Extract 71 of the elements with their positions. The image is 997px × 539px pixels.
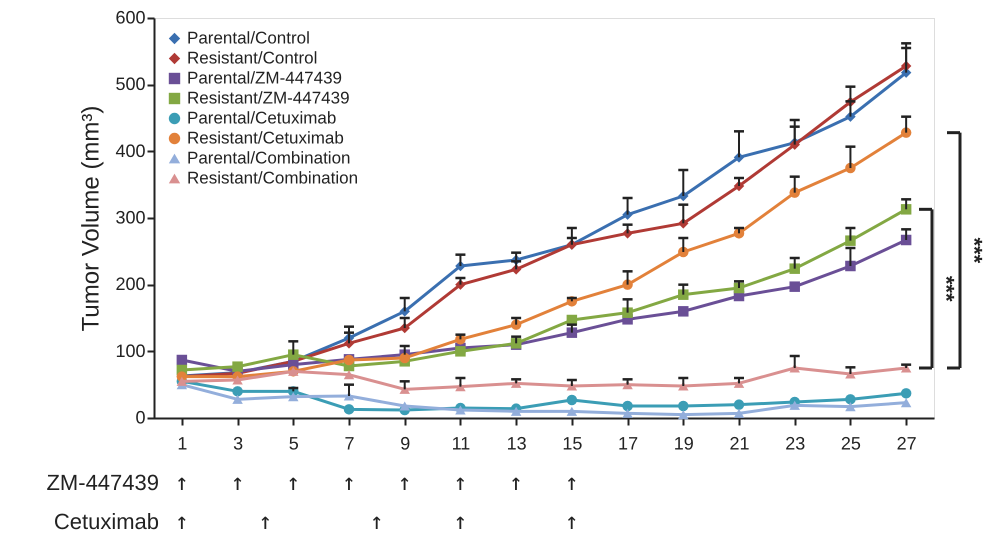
x-tick-label: 15 — [562, 434, 582, 454]
point — [176, 354, 188, 366]
x-tick-label: 21 — [729, 434, 750, 454]
x-tick-label: 23 — [785, 434, 806, 454]
point — [288, 349, 299, 360]
point — [344, 404, 354, 415]
y-tick-label: 300 — [115, 208, 146, 228]
point — [678, 400, 689, 412]
legend-label: Parental/Cetuximab — [187, 108, 336, 128]
x-tick-label: 1 — [177, 434, 188, 454]
text: ↑ ↑ ↑ ↑ ↑ — [174, 509, 579, 535]
point — [845, 402, 856, 412]
point — [678, 289, 689, 300]
legend-label: Parental/Combination — [187, 148, 350, 168]
legend-label: Parental/ZM-447439 — [187, 68, 342, 88]
point — [232, 361, 243, 372]
point — [734, 399, 744, 410]
point — [232, 375, 243, 385]
y-tick-label: 400 — [115, 140, 146, 161]
point — [455, 405, 466, 415]
point — [510, 406, 522, 416]
y-tick-label: 100 — [115, 340, 146, 361]
x-tick-label: 9 — [400, 434, 410, 454]
point — [789, 400, 800, 410]
y-tick-label: 0 — [135, 408, 146, 428]
point — [344, 370, 354, 380]
legend-label: Resistant/ZM-447439 — [187, 88, 350, 108]
point — [232, 386, 243, 397]
x-tick-label: 27 — [896, 434, 917, 454]
x-tick-label: 7 — [344, 434, 355, 454]
point — [789, 263, 800, 274]
x-tick-label: 13 — [506, 434, 527, 454]
point — [399, 352, 410, 364]
y-axis-title: Tumor Volume (mm³) — [77, 106, 104, 332]
legend-label: Parental/Control — [187, 28, 310, 48]
x-tick-label: 17 — [618, 434, 638, 454]
point — [566, 406, 578, 416]
y-tick-label: 200 — [115, 274, 146, 294]
text: ↑ ↑ ↑ ↑ ↑ ↑ ↑ ↑ — [174, 470, 579, 496]
point — [900, 388, 912, 399]
x-tick-label: 19 — [674, 434, 694, 454]
x-tick-label: 5 — [288, 434, 299, 454]
point — [566, 327, 578, 338]
y-tick-label: 500 — [115, 74, 146, 94]
point — [734, 408, 744, 418]
point — [455, 346, 466, 357]
x-tick-label: 3 — [233, 434, 244, 454]
legend-label: Resistant/Combination — [187, 168, 358, 188]
point — [232, 394, 243, 404]
point — [900, 398, 912, 408]
annotation: *** — [934, 276, 959, 302]
x-tick-label: 25 — [840, 434, 861, 454]
point — [288, 392, 299, 402]
point — [845, 235, 856, 246]
point — [566, 394, 578, 406]
legend-label: Resistant/Cetuximab — [187, 128, 344, 148]
point — [678, 410, 689, 420]
text: *** — [962, 237, 987, 264]
text: ZM-447439 — [46, 470, 159, 495]
point — [622, 307, 633, 318]
y-tick-label: 600 — [115, 8, 146, 28]
legend-label: Resistant/Control — [187, 48, 318, 68]
text: Cetuximab — [54, 509, 159, 534]
point — [845, 394, 856, 405]
point — [622, 408, 633, 418]
point — [399, 401, 410, 411]
x-tick-label: 11 — [452, 434, 470, 454]
point — [789, 281, 800, 292]
point — [678, 306, 689, 317]
point — [622, 400, 633, 412]
point — [900, 204, 912, 215]
